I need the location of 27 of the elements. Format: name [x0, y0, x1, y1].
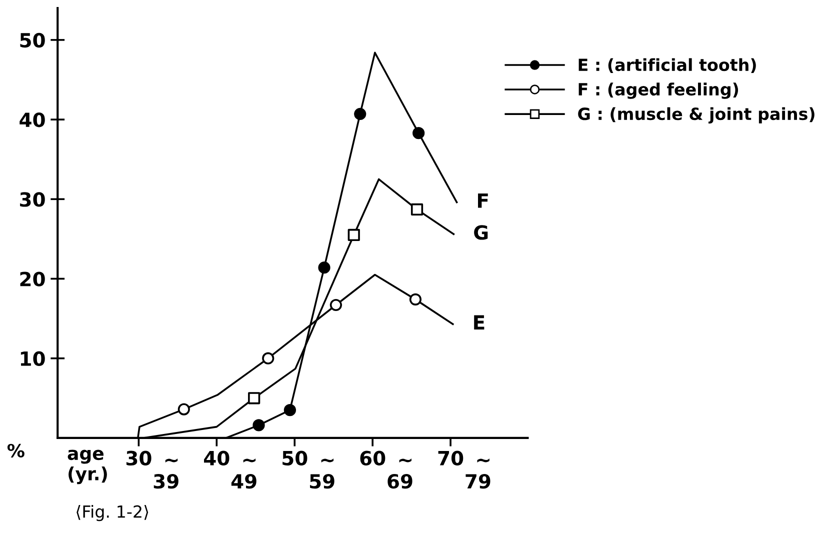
legend-label: E : (artificial tooth) [578, 58, 756, 74]
x-tick-label: 70 [438, 450, 464, 466]
annotation: G [474, 225, 488, 240]
text: ∼ 39 [154, 458, 178, 489]
annotation: E [474, 315, 484, 330]
text: ⟨Fig. 1-2⟩ [76, 504, 148, 522]
text: ∼ 69 [388, 458, 412, 489]
point [248, 392, 260, 404]
text: ∼ 49 [231, 458, 256, 489]
y-tick-label: 20 [20, 272, 45, 286]
x-tick-label: 60 [360, 450, 386, 466]
y-axis-title: % [7, 444, 24, 458]
y-tick-label: 40 [20, 112, 45, 128]
x-axis-title: age (yr.) [68, 450, 107, 484]
point [348, 228, 360, 242]
legend-label: G : (muscle & joint pains) [578, 107, 814, 124]
x-tick-label: 50 [282, 450, 308, 466]
annotation: F [478, 194, 488, 208]
y-tick-label: 10 [20, 351, 45, 366]
legend-label: F : (aged feeling) [578, 82, 738, 99]
y-tick-label: 50 [20, 32, 45, 48]
text: ∼ 59 [310, 458, 334, 489]
point [410, 203, 424, 216]
text: ∼ 79 [466, 458, 490, 489]
x-tick-label: 30 [126, 450, 152, 466]
y-tick-label: 30 [20, 192, 45, 207]
x-tick-label: 40 [204, 450, 230, 466]
